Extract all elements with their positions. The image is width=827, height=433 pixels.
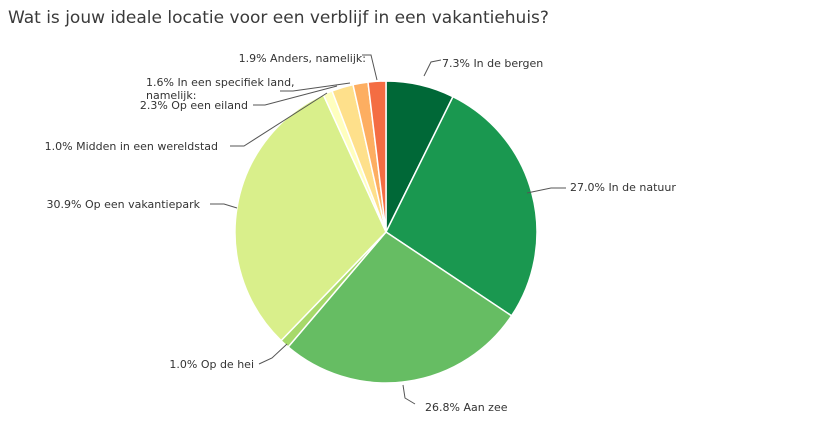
slice-label: 1.0% Op de hei: [169, 358, 254, 371]
chart-title: Wat is jouw ideale locatie voor een verb…: [8, 8, 549, 28]
leader-line: [210, 203, 238, 209]
pie-slice: [287, 231, 513, 384]
pie-slice: [234, 93, 387, 342]
leader-lines: [210, 54, 566, 405]
slice-label: 30.9% Op een vakantiepark: [47, 198, 201, 211]
slice-label: 27.0% In de natuur: [570, 181, 676, 194]
leader-line: [280, 82, 351, 92]
slice-label: 1.9% Anders, namelijk:: [239, 52, 366, 65]
slice-label: 26.8% Aan zee: [425, 401, 508, 414]
leader-line: [253, 85, 338, 106]
leader-line: [402, 384, 416, 405]
leader-line: [362, 54, 378, 81]
leader-line: [526, 187, 566, 194]
slice-labels: 7.3% In de bergen 27.0% In de natuur 26.8%…: [45, 52, 677, 414]
slice-label: 7.3% In de bergen: [442, 57, 543, 70]
slice-label: 1.6% In een specifiek land, namelijk:: [146, 76, 295, 102]
slice-label: 1.0% Midden in een wereldstad: [45, 140, 218, 153]
pie-slices: [234, 80, 538, 384]
pie-slice: [367, 80, 387, 233]
leader-line: [230, 92, 328, 147]
pie-slice: [385, 95, 538, 317]
leader-line: [258, 343, 288, 365]
leader-line: [423, 59, 442, 77]
slice-label: 2.3% Op een eiland: [140, 99, 248, 112]
